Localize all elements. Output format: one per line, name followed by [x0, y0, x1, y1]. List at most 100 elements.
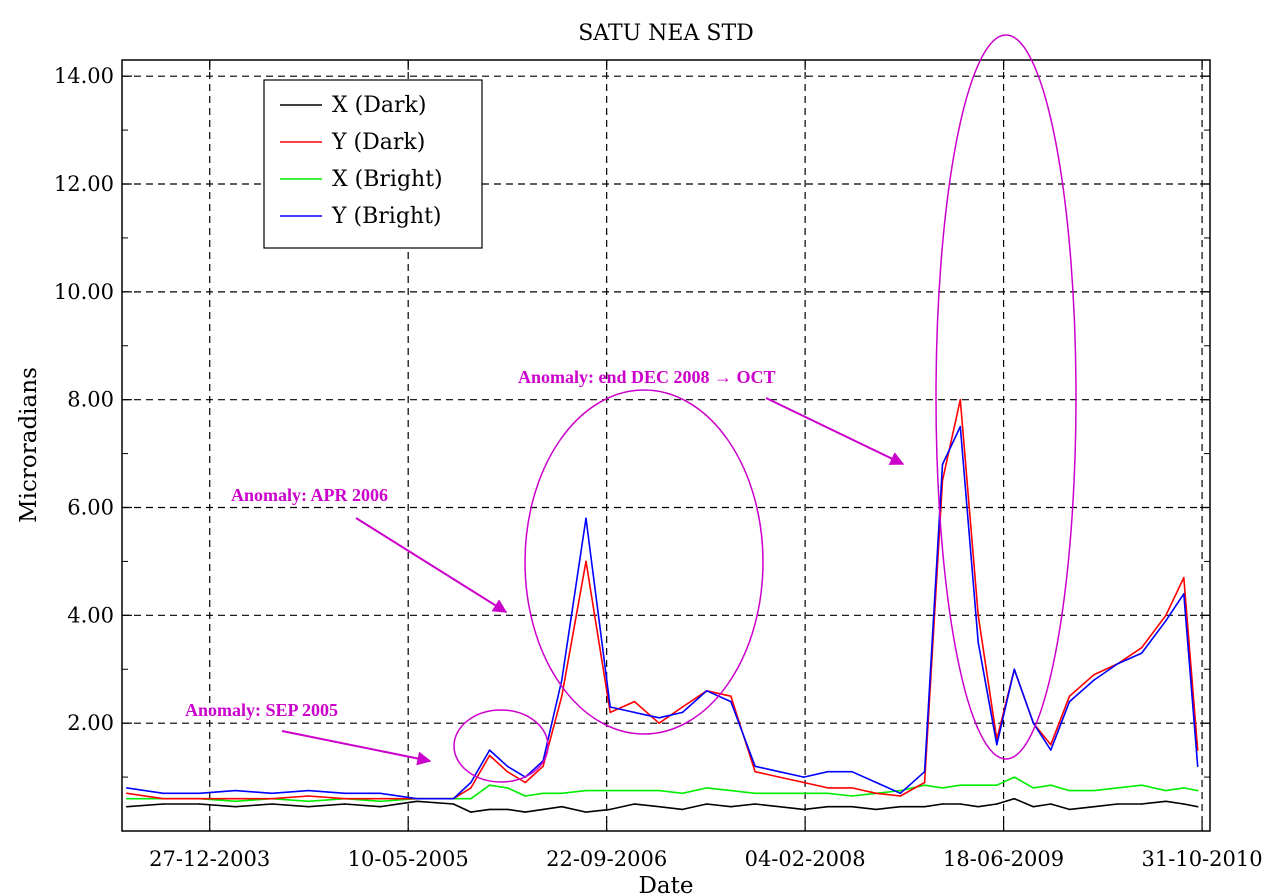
data-point	[609, 711, 612, 714]
data-point	[488, 784, 491, 786]
x-tick-label: 22-09-2006	[546, 847, 667, 871]
data-point	[658, 789, 660, 792]
legend-box	[263, 79, 483, 249]
data-point	[561, 792, 563, 795]
data-point	[1116, 663, 1119, 665]
data-point	[1093, 805, 1095, 808]
y-tick-label: 6.00	[67, 496, 114, 520]
anomaly-sep-2005-arrow	[281, 730, 432, 766]
data-point	[307, 795, 310, 797]
data-point	[1013, 797, 1016, 800]
data-point	[1050, 749, 1052, 751]
data-point	[730, 700, 732, 703]
data-point	[803, 808, 805, 811]
data-point	[488, 749, 491, 751]
data-point	[1068, 695, 1071, 698]
data-point	[585, 517, 587, 520]
data-point	[1050, 743, 1052, 746]
data-point	[307, 789, 310, 792]
anomaly-dec-2008-label: Anomaly: end DEC 2008 → OCT	[518, 367, 776, 387]
data-point	[162, 792, 165, 795]
data-point	[778, 805, 781, 808]
chart-title: SATU NEA STD	[578, 21, 754, 46]
data-point	[271, 797, 273, 800]
data-point	[524, 811, 527, 813]
data-point	[826, 805, 829, 808]
x-tick-labels: 27-12-2003 10-05-2005 22-09-2006 04-02-2008…	[149, 847, 1262, 871]
y-tick-label: 8.00	[67, 388, 114, 412]
data-point	[585, 560, 587, 563]
data-point	[561, 679, 563, 681]
y-tick-label: 10.00	[54, 280, 114, 304]
data-point	[1140, 652, 1143, 654]
data-point	[899, 792, 902, 795]
data-point	[996, 803, 998, 805]
data-point	[162, 803, 165, 805]
data-point	[658, 716, 660, 719]
data-point	[923, 781, 926, 784]
data-point	[899, 789, 902, 792]
anomaly-sep-2005-ellipse	[453, 709, 549, 783]
y-tick-label: 4.00	[67, 603, 114, 627]
data-point	[585, 811, 587, 813]
data-point	[875, 808, 877, 811]
data-point	[506, 765, 509, 768]
data-point	[379, 792, 382, 795]
x-tick-label: 27-12-2003	[149, 847, 270, 871]
data-point	[343, 803, 346, 805]
data-point	[1140, 784, 1143, 786]
data-point	[1183, 576, 1185, 579]
y-tick-label: 14.00	[54, 64, 114, 88]
x-tick-label: 31-10-2010	[1142, 847, 1263, 871]
data-point	[1068, 789, 1071, 792]
data-point	[1196, 789, 1199, 792]
data-point	[470, 781, 472, 784]
data-point	[198, 803, 201, 805]
series-lines	[125, 398, 1199, 813]
data-point	[1032, 805, 1035, 808]
data-point	[307, 800, 310, 803]
y-tick-label: 12.00	[54, 172, 114, 196]
y-tick-labels: 2.00 4.00 6.00 8.00 10.00 12.00 14.00	[54, 64, 114, 735]
data-point	[1183, 787, 1185, 789]
series-line-y-dark	[126, 398, 1199, 800]
data-point	[379, 797, 382, 800]
data-point	[705, 787, 708, 789]
data-point	[198, 797, 201, 800]
anomaly-sep-2005-label: Anomaly: SEP 2005	[185, 700, 338, 720]
data-point	[1165, 800, 1167, 803]
series-line-x-dark	[126, 797, 1198, 813]
x-axis-label: Date	[638, 873, 693, 895]
data-point	[730, 805, 732, 808]
data-point	[1140, 803, 1143, 805]
data-point	[1068, 808, 1071, 811]
data-point	[803, 776, 805, 778]
data-point	[470, 787, 472, 789]
data-point	[1032, 787, 1035, 789]
data-point	[996, 784, 998, 786]
data-point	[1165, 614, 1167, 617]
data-point	[343, 797, 346, 800]
data-point	[1165, 619, 1167, 622]
data-point	[1050, 803, 1052, 805]
legend-label: Y (Bright)	[331, 204, 442, 229]
data-point	[705, 803, 708, 805]
x-tick-label: 04-02-2008	[745, 847, 866, 871]
data-point	[875, 792, 877, 795]
data-point	[941, 803, 944, 805]
data-point	[234, 805, 237, 808]
data-point	[959, 398, 962, 401]
data-point	[125, 797, 128, 800]
data-point	[826, 787, 829, 789]
x-tick-label: 18-06-2009	[943, 847, 1064, 871]
data-point	[1140, 646, 1143, 649]
data-point	[851, 770, 853, 773]
plot-frame	[121, 59, 1211, 832]
data-point	[681, 792, 684, 795]
anomaly-apr-2006-label: Anomaly: APR 2006	[231, 485, 388, 505]
data-point	[730, 789, 732, 792]
data-point	[923, 805, 926, 808]
data-point	[754, 803, 756, 805]
data-point	[1093, 679, 1095, 681]
legend-label: X (Bright)	[332, 167, 443, 192]
